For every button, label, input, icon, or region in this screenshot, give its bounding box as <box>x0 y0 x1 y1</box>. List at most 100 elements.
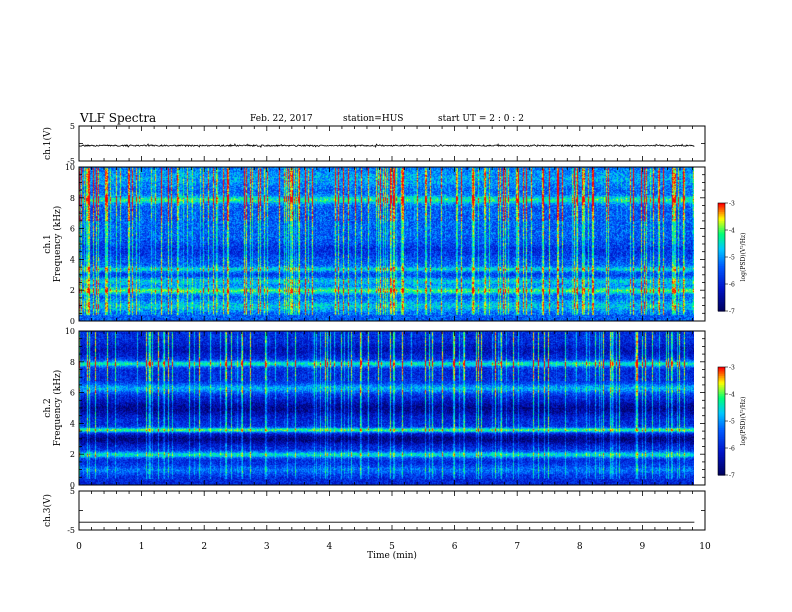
colorbar-cell <box>718 219 725 222</box>
colorbar-cell <box>718 428 725 431</box>
colorbar-cell <box>718 280 725 283</box>
colorbar-cell <box>718 231 725 235</box>
colorbar-cell <box>718 367 725 370</box>
figure-title: VLF Spectra <box>80 111 157 125</box>
colorbar-cell <box>718 381 725 384</box>
colorbar-cell <box>718 249 725 253</box>
colorbar-cell <box>718 273 725 276</box>
colorbar-tick-label: -6 <box>729 446 735 453</box>
colorbar-cell <box>718 269 725 272</box>
colorbar-tick-label: -5 <box>729 255 735 262</box>
y-axis-label: ch.3(V) <box>42 494 53 527</box>
colorbar-cell <box>718 298 725 301</box>
colorbar-cell <box>718 215 725 218</box>
panel-frame-4 <box>78 490 706 531</box>
colorbar-cell <box>718 374 725 377</box>
x-tick-label: 8 <box>577 542 583 552</box>
y-axis-label: ch.1(V) <box>42 127 53 160</box>
colorbar-tick-label: -4 <box>729 228 735 235</box>
colorbar-cell <box>718 370 725 373</box>
colorbar-tick-label: -7 <box>729 309 735 316</box>
station-label: station=HUS <box>343 114 404 124</box>
colorbar-cell <box>718 376 725 379</box>
y-tick-label: 4 <box>70 255 75 264</box>
x-tick-label: 0 <box>76 542 82 552</box>
colorbar-cell <box>718 255 725 258</box>
y-tick-label: 8 <box>70 194 75 203</box>
colorbar-cell <box>718 421 725 424</box>
colorbar-cell <box>718 262 725 265</box>
x-tick-label: 1 <box>139 542 145 552</box>
colorbar-cell <box>718 284 725 287</box>
y-axis-label-group: ch.1 Frequency (kHz) <box>43 206 63 283</box>
colorbar-cell <box>718 275 725 278</box>
y-tick-label: 10 <box>65 327 75 336</box>
colorbar-cell <box>718 287 725 290</box>
y-tick-label: 6 <box>70 225 75 234</box>
spectrogram-image-ch1 <box>79 167 694 321</box>
colorbar-cell <box>718 278 725 281</box>
x-axis-label: Time (min) <box>367 550 417 561</box>
y-tick-label: 5 <box>70 487 75 496</box>
colorbar-cell <box>718 464 725 467</box>
x-tick-label: 9 <box>640 542 646 552</box>
y-tick-label: 4 <box>70 419 75 428</box>
colorbar-cell <box>718 401 725 404</box>
colorbar-cell <box>718 258 725 262</box>
colorbar-cell <box>718 210 725 213</box>
colorbar-ch2: -3 -4 -5 -6 -7 log(PSD)(V²/Hz) <box>717 365 747 480</box>
colorbar-cell <box>718 412 725 415</box>
colorbar-cell <box>718 253 725 256</box>
colorbar-cell <box>718 424 725 427</box>
x-tick-label: 7 <box>514 542 520 552</box>
colorbar-cell <box>718 417 725 420</box>
colorbar-cell <box>718 399 725 402</box>
y-tick-label: 2 <box>70 286 75 295</box>
y-axis-label-group: ch.2 Frequency (kHz) <box>43 370 63 447</box>
colorbar-cell <box>718 240 725 244</box>
start-time-label: start UT = 2 : 0 : 2 <box>438 114 524 124</box>
colorbar-cell <box>718 226 725 229</box>
colorbar-cell <box>718 448 725 451</box>
colorbar-tick-label: -5 <box>729 419 735 426</box>
y-tick-label: 0 <box>70 317 75 326</box>
colorbar-cell <box>718 390 725 393</box>
colorbar-cell <box>718 453 725 456</box>
colorbar-cell <box>718 385 725 388</box>
x-tick-label: 3 <box>264 542 270 552</box>
colorbar-cell <box>718 221 725 224</box>
colorbar-cell <box>718 469 725 472</box>
date-label: Feb. 22, 2017 <box>250 114 313 124</box>
colorbar-cell <box>718 300 725 303</box>
colorbar-cell <box>718 293 725 296</box>
colorbar-cell <box>718 422 725 426</box>
colorbar-cell <box>718 462 725 465</box>
x-tick-label: 4 <box>327 542 333 552</box>
colorbar-cell <box>718 260 725 263</box>
colorbar-cell <box>718 392 725 395</box>
colorbar-cell <box>718 235 725 238</box>
colorbar-ch1: -3 -4 -5 -6 -7 log(PSD)(V²/Hz) <box>717 201 747 316</box>
colorbar-cell <box>718 224 725 227</box>
colorbar-cell <box>718 431 725 435</box>
colorbar-cell <box>718 442 725 445</box>
colorbar-cell <box>718 239 725 242</box>
colorbar-cell <box>718 282 725 285</box>
colorbar-cell <box>718 377 725 381</box>
colorbar-cell <box>718 303 725 307</box>
panel-frame-1 <box>78 125 706 162</box>
colorbar-cell <box>718 449 725 453</box>
colorbar-cell <box>718 264 725 267</box>
colorbar-cell <box>718 415 725 418</box>
colorbar-cell <box>718 251 725 254</box>
colorbar-cell <box>718 208 725 211</box>
colorbar-cell <box>718 467 725 471</box>
ch1-waveform-line <box>78 143 695 149</box>
y-tick-label: 10 <box>65 163 75 172</box>
colorbar-cell <box>718 302 725 305</box>
colorbar-cell <box>718 466 725 469</box>
colorbar-cell <box>718 212 725 215</box>
colorbar-cell <box>718 408 725 411</box>
colorbar-cell <box>718 222 725 226</box>
colorbar-cell <box>718 439 725 442</box>
